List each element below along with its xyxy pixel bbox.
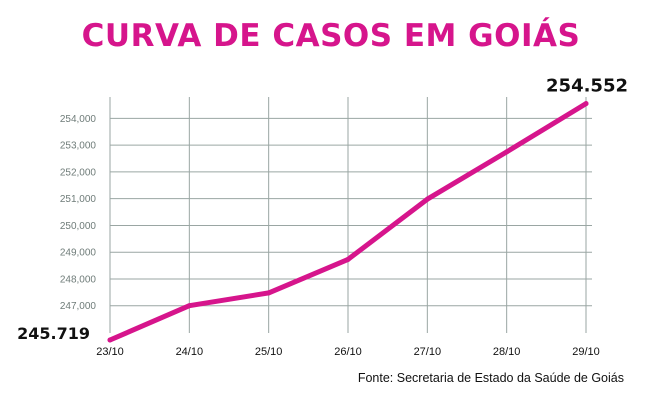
x-tick-label: 28/10	[493, 346, 521, 358]
y-tick-label: 251,000	[60, 194, 97, 205]
data-label: 254.552	[546, 76, 628, 97]
source-note: Fonte: Secretaria de Estado da Saúde de …	[357, 371, 624, 385]
data-point	[424, 196, 430, 202]
x-tick-label: 24/10	[176, 346, 204, 358]
data-point	[186, 303, 192, 309]
data-labels: 245.719 254.552	[17, 76, 628, 343]
data-point	[345, 256, 351, 262]
x-tick-label: 27/10	[414, 346, 442, 358]
x-tick-label: 23/10	[96, 346, 124, 358]
data-point	[504, 149, 510, 155]
x-axis-ticks: 23/10 24/10 25/10 26/10 27/10 28/10 29/10	[96, 346, 600, 358]
y-tick-label: 249,000	[60, 248, 97, 259]
x-tick-label: 29/10	[572, 346, 600, 358]
data-point	[583, 101, 589, 107]
x-tick-label: 25/10	[255, 346, 283, 358]
x-tick-label: 26/10	[334, 346, 362, 358]
y-tick-label: 250,000	[60, 221, 97, 232]
y-tick-label: 253,000	[60, 141, 97, 152]
y-tick-label: 248,000	[60, 274, 97, 285]
y-tick-label: 252,000	[60, 167, 97, 178]
data-label: 245.719	[17, 324, 90, 343]
y-axis-ticks: 247,000 248,000 249,000 250,000 251,000 252,0…	[60, 114, 97, 312]
y-tick-label: 254,000	[60, 114, 97, 125]
y-tick-label: 247,000	[60, 301, 97, 312]
data-point	[266, 290, 272, 296]
data-point	[107, 337, 113, 343]
grid-layer	[109, 97, 592, 333]
series-layer	[107, 101, 589, 343]
chart-title: CURVA DE CASOS EM GOIÁS	[81, 18, 581, 54]
